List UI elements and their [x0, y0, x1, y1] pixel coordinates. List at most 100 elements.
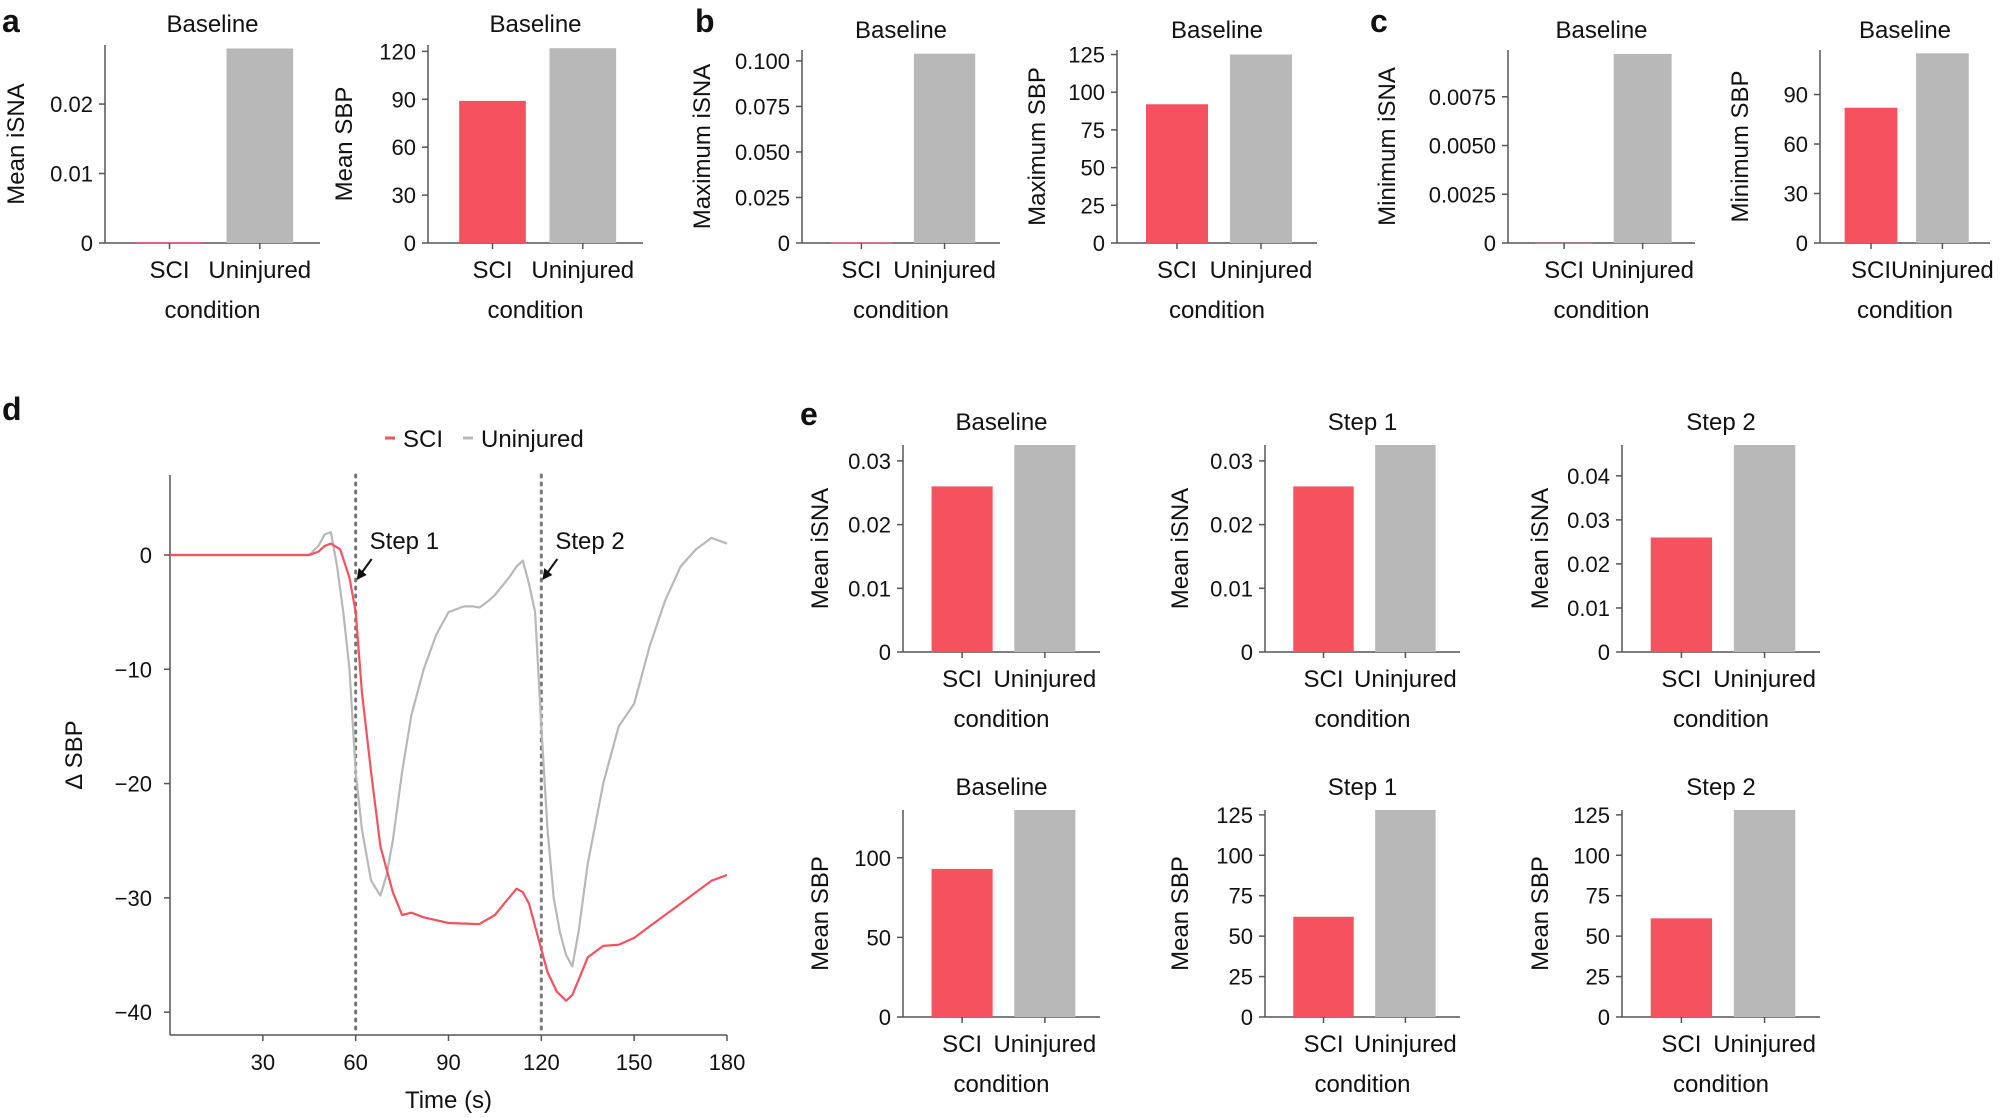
y-tick-label: 30 [392, 183, 416, 208]
bar-sci [1293, 916, 1354, 1017]
bar-uninjured [1916, 53, 1969, 243]
x-tick-label: Uninjured [208, 257, 311, 284]
y-tick-label: 60 [1784, 132, 1808, 157]
y-tick-label: 0.025 [735, 185, 790, 210]
bar-uninjured [1014, 810, 1076, 1017]
y-tick-label: −30 [115, 886, 152, 911]
y-tick-label: 50 [1229, 924, 1253, 949]
y-tick-label: 100 [1573, 843, 1610, 868]
annotation-arrow-head [542, 568, 553, 580]
y-axis-label: Mean SBP [807, 856, 834, 971]
x-tick-label: Uninjured [531, 257, 634, 284]
chart-title: Baseline [489, 11, 581, 38]
bar-uninjured [1733, 810, 1796, 1017]
x-axis-label: condition [1169, 297, 1265, 324]
y-tick-label: 0.0075 [1429, 85, 1496, 110]
x-tick-label: SCI [472, 257, 512, 284]
y-tick-label: 0 [140, 543, 152, 568]
y-tick-label: 0.100 [735, 49, 790, 74]
x-tick-label: SCI [942, 666, 982, 693]
x-tick-label: SCI [841, 257, 881, 284]
y-tick-label: 75 [1586, 884, 1610, 909]
x-tick-label: 60 [343, 1050, 367, 1075]
y-tick-label: 0 [1241, 1005, 1253, 1030]
x-tick-label: SCI [149, 257, 189, 284]
chart-title: Baseline [166, 11, 258, 38]
y-tick-label: 0 [1598, 1005, 1610, 1030]
bar-uninjured [913, 53, 976, 243]
y-tick-label: 0 [404, 231, 416, 256]
y-tick-label: 0 [1093, 231, 1105, 256]
y-tick-label: 75 [1081, 118, 1105, 143]
annotation-step-label: Step 1 [370, 528, 439, 555]
x-tick-label: SCI [1851, 257, 1891, 284]
x-tick-label: 120 [523, 1050, 560, 1075]
y-tick-label: 50 [1586, 924, 1610, 949]
x-tick-label: SCI [1303, 1031, 1343, 1058]
chart-title: Step 2 [1686, 774, 1755, 801]
x-axis-label: condition [164, 297, 260, 324]
legend-label-sci: SCI [403, 426, 443, 453]
y-tick-label: 50 [1081, 156, 1105, 181]
y-tick-label: 0.03 [1210, 449, 1253, 474]
x-tick-label: 30 [251, 1050, 275, 1075]
x-tick-label: 90 [436, 1050, 460, 1075]
chart-title: Baseline [1859, 17, 1951, 44]
y-tick-label: 0.02 [848, 513, 891, 538]
chart-title: Baseline [855, 17, 947, 44]
x-axis-label: condition [953, 1071, 1049, 1098]
annotation-arrow-head [356, 568, 367, 580]
y-tick-label: 0 [879, 640, 891, 665]
x-tick-label: Uninjured [993, 666, 1096, 693]
y-tick-label: 0.0025 [1429, 182, 1496, 207]
chart-title: Baseline [1171, 17, 1263, 44]
series-line-uninjured [170, 531, 728, 968]
y-axis-label: Maximum iSNA [689, 64, 716, 229]
bar-uninjured [226, 48, 294, 244]
y-tick-label: 100 [1068, 80, 1105, 105]
y-tick-label: 0.0050 [1429, 134, 1496, 159]
y-axis-label: Mean iSNA [1527, 488, 1554, 609]
y-axis-label: Mean iSNA [807, 488, 834, 609]
x-axis-label: condition [487, 297, 583, 324]
bar-uninjured [1613, 53, 1672, 244]
bar-sci [136, 242, 203, 244]
x-tick-label: SCI [1661, 666, 1701, 693]
bar-sci [931, 868, 993, 1017]
y-tick-label: 0 [778, 231, 790, 256]
bar-sci [459, 100, 526, 243]
x-tick-label: Uninjured [1354, 1031, 1457, 1058]
bar-sci [1146, 104, 1208, 243]
y-tick-label: 30 [1784, 182, 1808, 207]
x-tick-label: SCI [942, 1031, 982, 1058]
y-tick-label: 0.075 [735, 94, 790, 119]
x-axis-label: condition [1314, 1071, 1410, 1098]
x-axis-label: condition [1314, 706, 1410, 733]
x-tick-label: 180 [709, 1050, 746, 1075]
y-tick-label: 90 [392, 87, 416, 112]
bar-uninjured [549, 48, 617, 244]
y-tick-label: 0 [1796, 231, 1808, 256]
bar-sci [1293, 486, 1354, 652]
bar-sci [1844, 107, 1898, 243]
y-axis-label: Δ SBP [61, 720, 88, 789]
x-tick-label: 150 [616, 1050, 653, 1075]
x-axis-label: condition [1673, 1071, 1769, 1098]
panel-label-d: d [2, 391, 22, 427]
y-tick-label: −40 [115, 1000, 152, 1025]
x-axis-label: condition [853, 297, 949, 324]
y-tick-label: 125 [1068, 43, 1105, 68]
x-tick-label: Uninjured [1354, 666, 1457, 693]
y-tick-label: 0.01 [1567, 596, 1610, 621]
y-axis-label: Mean SBP [1527, 856, 1554, 971]
y-tick-label: 0 [879, 1005, 891, 1030]
y-tick-label: 125 [1573, 803, 1610, 828]
y-tick-label: 0.02 [1210, 513, 1253, 538]
x-tick-label: Uninjured [1713, 1031, 1816, 1058]
y-axis-label: Mean SBP [1167, 856, 1194, 971]
chart-title: Baseline [1555, 17, 1647, 44]
x-tick-label: Uninjured [1591, 257, 1694, 284]
bar-uninjured [1230, 54, 1292, 243]
panel-label-c: c [1370, 3, 1388, 39]
